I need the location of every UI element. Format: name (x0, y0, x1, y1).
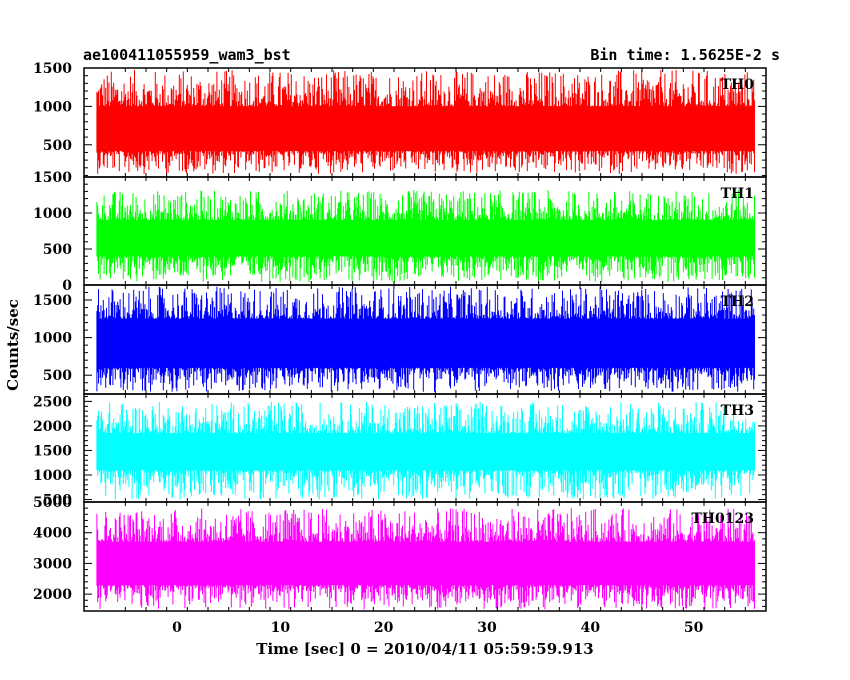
panel-label-th0123: TH0123 (691, 511, 754, 527)
y-tick-label: 500 (43, 493, 72, 509)
y-tick-label: 500 (43, 138, 72, 154)
y-tick-label: 1500 (33, 443, 72, 459)
trace-spikes-th1 (96, 190, 755, 283)
x-tick-label: 20 (374, 620, 394, 636)
panel-th0123: 2000 3000 4000 5000 TH0123 (33, 495, 767, 612)
x-tick-label: 10 (271, 620, 291, 636)
y-tick-label: 1500 (33, 61, 72, 77)
trace-spikes-th3 (96, 401, 755, 500)
x-axis: 0 10 20 30 40 50 (172, 620, 704, 636)
y-tick-label: 1000 (33, 331, 72, 347)
trace-spikes-th0123 (96, 508, 755, 610)
y-tick-label: 1000 (33, 468, 72, 484)
x-tick-label: 50 (684, 620, 704, 636)
x-tick-label: 30 (477, 620, 497, 636)
panel-th3: 500 1000 1500 2000 2500 TH3 (33, 393, 767, 509)
y-tick-label: 1000 (33, 206, 72, 222)
x-tick-label: 40 (581, 620, 601, 636)
panel-th1: 0 500 1000 1500 TH1 (33, 170, 767, 294)
y-tick-label: 2000 (33, 419, 72, 435)
y-axis-title: Counts/sec (4, 299, 22, 391)
trace-spikes-th2 (96, 286, 755, 392)
panel-label-th0: TH0 (721, 77, 755, 93)
y-tick-label: 3000 (33, 556, 72, 572)
y-tick-label: 0 (62, 278, 72, 294)
y-tick-label: 2000 (33, 587, 72, 603)
panel-th2: 500 1000 1500 TH2 (33, 284, 767, 395)
panels-group: 500 1000 1500 TH0 0 500 1000 1500 TH1 500 1000 1500… (33, 61, 767, 612)
x-tick-label: 0 (172, 620, 182, 636)
y-tick-label: 5000 (33, 495, 72, 511)
y-tick-label: 1500 (33, 170, 72, 186)
panel-label-th3: TH3 (721, 403, 754, 419)
y-tick-label: 2500 (33, 394, 72, 410)
y-tick-label: 1000 (33, 99, 72, 115)
y-tick-label: 500 (43, 368, 72, 384)
panel-label-th2: TH2 (721, 294, 754, 310)
y-tick-label: 1500 (33, 293, 72, 309)
y-tick-label: 4000 (33, 526, 72, 542)
trace-spikes-th0 (96, 69, 755, 174)
y-tick-label: 500 (43, 242, 72, 258)
chart-title: ae100411055959_wam3_bst (83, 46, 291, 64)
bin-time-label: Bin time: 1.5625E-2 s (590, 46, 780, 64)
panel-label-th1: TH1 (721, 186, 754, 202)
panel-frame-th0123 (83, 501, 767, 612)
panel-th0: 500 1000 1500 TH0 (33, 61, 767, 178)
x-axis-title: Time [sec] 0 = 2010/04/11 05:59:59.913 (256, 640, 593, 658)
